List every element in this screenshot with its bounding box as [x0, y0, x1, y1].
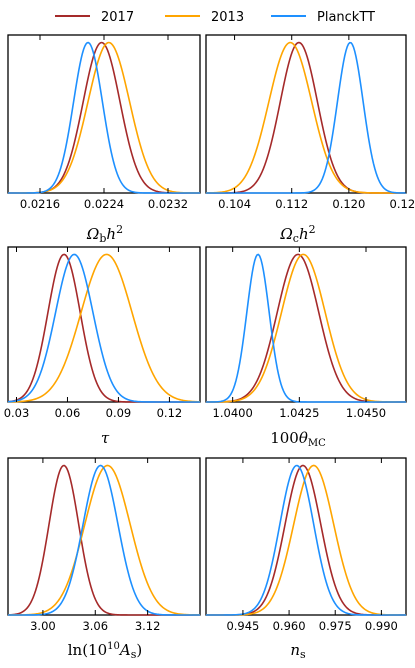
- axes-frame: [205, 34, 407, 194]
- x-tick-label: 0.945: [226, 619, 259, 633]
- x-axis-label: Ωch2: [279, 223, 315, 245]
- axes-frame: [7, 457, 201, 616]
- x-tick-label: 1.0425: [279, 406, 319, 420]
- x-tick-label: 1.0400: [213, 406, 253, 420]
- x-tick-label: 0.12: [157, 406, 183, 420]
- plot-area: 0.104 0.112 0.120 0.128: [205, 34, 415, 211]
- series-line-2017: [8, 41, 200, 194]
- plot-area: 0.0216 0.0224 0.0232: [7, 34, 201, 211]
- panel-theta-mc: 1.0400 1.0425 1.0450 100θMC: [205, 246, 407, 449]
- plot-area: 1.0400 1.0425 1.0450: [205, 246, 407, 420]
- series-line-plancktt: [8, 41, 200, 194]
- x-tick-label: 0.09: [106, 406, 132, 420]
- x-tick-label: 3.00: [30, 619, 56, 633]
- x-tick-label: 3.06: [82, 619, 108, 633]
- svg-text:τ: τ: [101, 429, 110, 447]
- series-line-2013: [8, 464, 201, 616]
- x-tick-label: 0.0224: [84, 197, 124, 211]
- series-line-2013: [8, 41, 200, 194]
- series-line-plancktt: [206, 464, 406, 616]
- x-tick-label: 0.03: [4, 406, 30, 420]
- series-line-2013: [206, 253, 406, 403]
- x-tick-label: 0.975: [319, 619, 352, 633]
- panel-tau: 0.03 0.06 0.09 0.12 τ: [4, 246, 201, 447]
- panel-ln-as: 3.00 3.06 3.12 ln(1010As): [7, 457, 201, 661]
- svg-text:100θMC: 100θMC: [270, 429, 326, 449]
- x-axis-label: Ωbh2: [86, 223, 123, 245]
- series-line-plancktt: [206, 41, 407, 194]
- panel-omega-c: 0.104 0.112 0.120 0.128 Ωch2: [205, 34, 415, 245]
- legend-label-2017: 2017: [101, 10, 134, 25]
- series-line-plancktt: [8, 464, 200, 616]
- x-tick-label: 0.0232: [148, 197, 188, 211]
- axes-frame: [205, 457, 407, 616]
- x-tick-label: 0.06: [55, 406, 81, 420]
- svg-text:ln(1010As): ln(1010As): [68, 641, 143, 661]
- svg-text:Ωch2: Ωch2: [279, 223, 315, 245]
- legend-label-plancktt: PlanckTT: [317, 10, 375, 25]
- series-line-2017: [7, 253, 200, 403]
- series-line-2013: [7, 253, 201, 403]
- series-line-plancktt: [7, 253, 200, 403]
- x-axis-label: ln(1010As): [68, 641, 143, 661]
- legend-label-2013: 2013: [211, 10, 244, 25]
- x-tick-label: 3.12: [135, 619, 161, 633]
- series-line-plancktt: [205, 253, 406, 403]
- x-tick-label: 0.0216: [20, 197, 60, 211]
- x-tick-label: 0.128: [390, 197, 415, 211]
- svg-text:Ωbh2: Ωbh2: [86, 223, 123, 245]
- legend: 2017 2013 PlanckTT: [55, 10, 375, 25]
- panel-ns: 0.945 0.960 0.975 0.990 ns: [205, 457, 407, 661]
- x-tick-label: 0.112: [275, 197, 308, 211]
- x-tick-label: 1.0450: [346, 406, 386, 420]
- axes-frame: [7, 246, 201, 403]
- x-tick-label: 0.120: [332, 197, 365, 211]
- plot-area: 0.945 0.960 0.975 0.990: [205, 457, 407, 633]
- x-axis-label: 100θMC: [270, 429, 326, 449]
- x-tick-label: 0.960: [273, 619, 306, 633]
- series-line-2017: [7, 464, 200, 616]
- panel-omega-b: 0.0216 0.0224 0.0232 Ωbh2: [7, 34, 201, 245]
- series-line-2013: [205, 41, 406, 194]
- plot-area: 3.00 3.06 3.12: [7, 457, 201, 633]
- x-tick-label: 0.104: [218, 197, 251, 211]
- x-tick-label: 0.990: [365, 619, 398, 633]
- plot-area: 0.03 0.06 0.09 0.12: [4, 246, 201, 420]
- x-axis-label: τ: [101, 429, 110, 447]
- x-axis-label: ns: [290, 641, 306, 661]
- svg-text:ns: ns: [290, 641, 306, 661]
